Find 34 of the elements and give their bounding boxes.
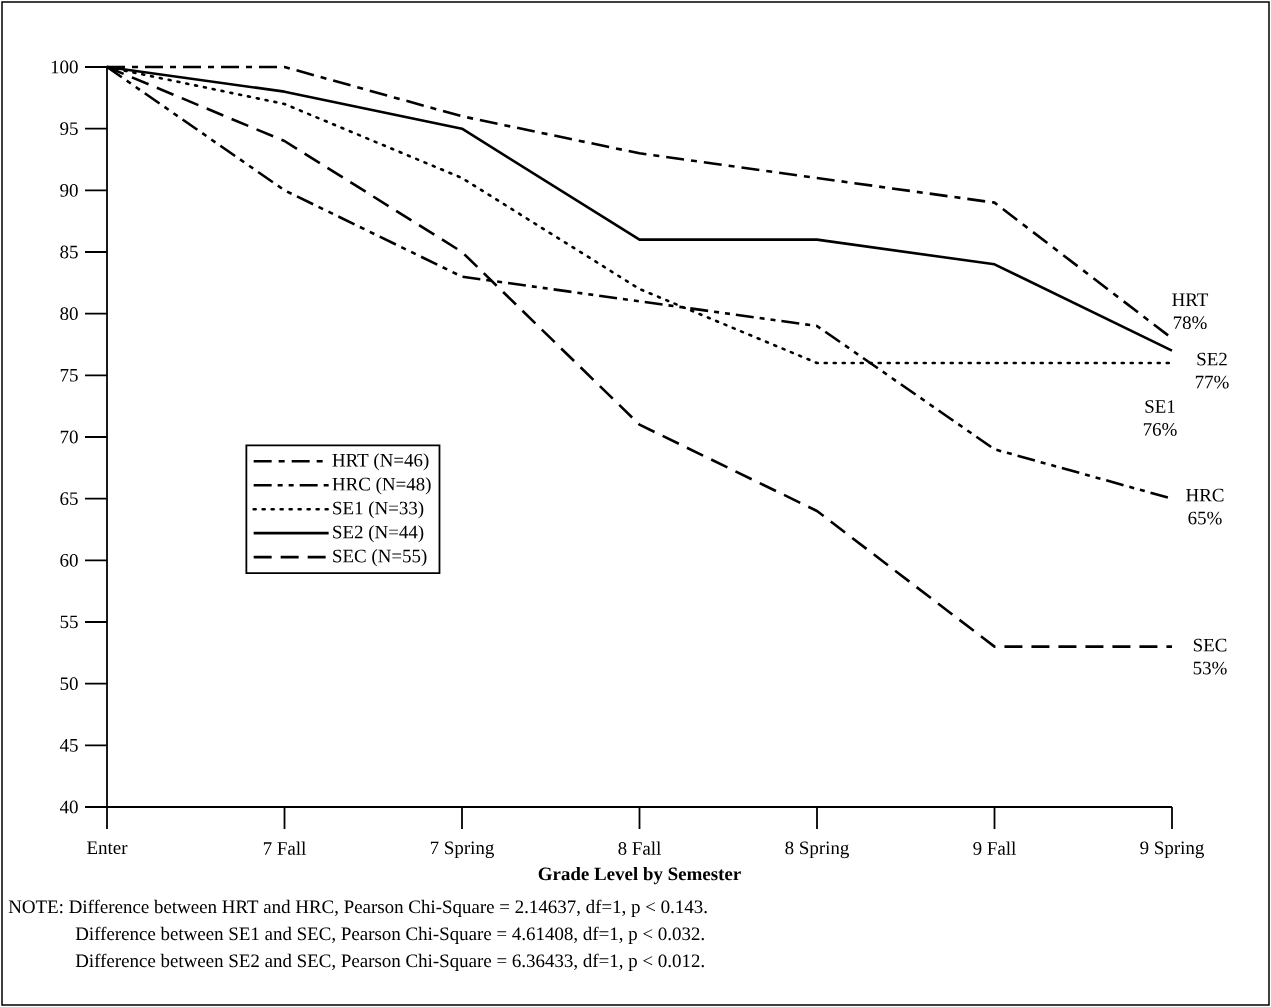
x-tick-label: 9 Spring [1140, 841, 1204, 859]
y-tick-label: 75 [60, 369, 78, 382]
y-tick-label: 100 [51, 60, 78, 74]
x-tick-label: 7 Spring [430, 841, 494, 859]
y-tick-label: 65 [60, 492, 78, 506]
legend-label: SE2 (N=44) [333, 525, 424, 543]
text: NOTE: Difference between HRT and HRC, Pearson Chi-Square = 2.14637, df=1, p < 0.143. [8, 899, 707, 918]
annotation: HRC 65% [1186, 488, 1224, 525]
x-tick-label: 8 Fall [618, 841, 661, 855]
x-tick-label: 9 Fall [973, 841, 1016, 855]
y-tick-label: 70 [60, 430, 78, 444]
y-tick-label: 40 [59, 800, 78, 814]
annotation: SE2 77% [1195, 352, 1229, 389]
legend-label: HRT (N=46) [332, 453, 429, 471]
y-tick-label: 60 [60, 553, 78, 567]
y-tick-label: 95 [60, 122, 78, 136]
text: Difference between SE1 and SEC, Pearson Chi-Square = 4.61408, df=1, p < 0.032. [75, 926, 704, 945]
annotation: SE1 76% [1143, 400, 1177, 436]
y-tick-label: 90 [60, 183, 78, 197]
legend-label: SE1 (N=33) [333, 501, 424, 519]
annotation: HRT 78% [1172, 293, 1209, 330]
y-tick-label: 80 [60, 307, 78, 321]
y-tick-label: 45 [59, 739, 78, 752]
text: Difference between SE2 and SEC, Pearson Chi-Square = 6.36433, df=1, p < 0.012. [75, 953, 704, 972]
x-tick-label: 7 Fall [263, 841, 306, 855]
x-tick-label: 8 Spring [785, 841, 849, 859]
y-tick-label: 55 [60, 615, 78, 629]
annotation: SEC 53% [1193, 638, 1227, 675]
y-tick-label: 50 [60, 677, 78, 691]
legend-label: HRC (N=48) [332, 477, 431, 495]
legend-label: SEC (N=55) [333, 549, 427, 567]
x-axis-title: Grade Level by Semester [538, 866, 741, 885]
x-tick-label: Enter [87, 841, 128, 855]
y-tick-label: 85 [60, 245, 78, 259]
